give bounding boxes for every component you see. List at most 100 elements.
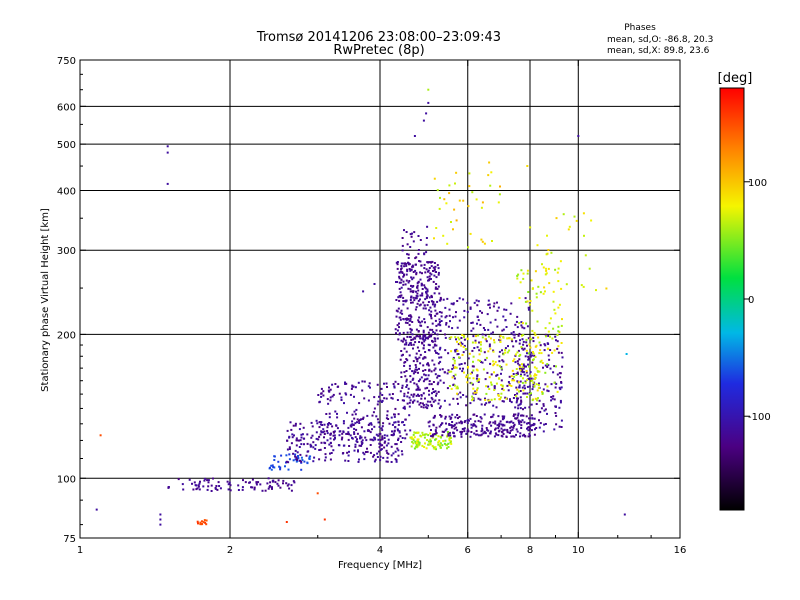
data-point [344, 392, 347, 395]
data-point [517, 407, 520, 410]
data-point [490, 383, 493, 386]
data-point [415, 273, 418, 276]
data-point [505, 326, 508, 328]
data-point [335, 424, 338, 427]
data-point [417, 281, 420, 284]
data-point [390, 434, 393, 436]
data-point [99, 434, 102, 437]
data-point [397, 413, 400, 416]
data-point [416, 346, 419, 349]
data-point [479, 323, 482, 326]
data-point [334, 410, 337, 413]
data-point [310, 436, 313, 439]
data-point [314, 444, 317, 447]
data-point [401, 312, 404, 315]
data-point [296, 458, 299, 461]
data-point [471, 341, 474, 344]
data-point [483, 351, 486, 354]
data-point [469, 232, 472, 235]
data-point [517, 397, 519, 400]
data-point [391, 434, 394, 437]
data-point [461, 428, 464, 430]
data-point [538, 426, 541, 429]
data-point [379, 439, 382, 442]
data-point [406, 268, 409, 271]
data-point [534, 356, 537, 358]
data-point [554, 268, 557, 271]
data-point [513, 333, 516, 336]
data-point [528, 392, 531, 395]
data-point [537, 336, 540, 339]
data-point [300, 461, 303, 464]
data-point [463, 309, 466, 312]
data-point [430, 317, 433, 320]
data-point [434, 390, 437, 393]
data-point [408, 405, 411, 408]
data-point [529, 226, 532, 229]
data-point [538, 352, 541, 355]
data-point [514, 323, 517, 326]
data-point [358, 402, 361, 405]
data-point [322, 390, 325, 393]
data-point [391, 430, 393, 433]
data-point [466, 428, 469, 431]
data-point [516, 388, 519, 391]
data-point [427, 421, 430, 424]
data-point [416, 357, 419, 360]
data-point [547, 354, 550, 357]
data-point [544, 273, 547, 276]
data-point [199, 521, 202, 524]
data-point [323, 430, 326, 433]
data-point [353, 427, 356, 430]
data-point [516, 392, 519, 395]
data-point [524, 387, 526, 390]
data-point [369, 438, 372, 441]
data-point [456, 429, 459, 432]
data-point [440, 311, 443, 314]
data-point [520, 424, 523, 427]
data-point [426, 288, 429, 291]
data-point [477, 381, 480, 383]
data-point [447, 446, 450, 448]
data-point [426, 407, 429, 410]
data-point [419, 298, 421, 301]
data-point [410, 235, 413, 238]
data-point [332, 393, 335, 396]
data-point [288, 448, 291, 450]
data-point [495, 374, 498, 377]
data-point [510, 385, 513, 387]
data-point [514, 394, 516, 396]
data-point [407, 281, 410, 284]
data-point [526, 344, 528, 347]
data-point [503, 415, 506, 418]
data-point [497, 427, 500, 430]
data-point [411, 321, 414, 323]
data-point [552, 395, 555, 398]
data-point [417, 299, 420, 302]
data-point [534, 373, 536, 376]
data-point [434, 303, 437, 306]
data-point [533, 354, 536, 357]
data-point [403, 229, 405, 232]
data-point [498, 422, 501, 425]
data-point [557, 325, 560, 328]
data-point [342, 422, 345, 425]
data-point [478, 341, 481, 344]
data-point [423, 340, 426, 343]
data-point [528, 434, 531, 437]
data-point [525, 341, 528, 344]
data-point [323, 436, 325, 439]
data-point [446, 435, 449, 438]
data-point [286, 484, 289, 487]
data-point [196, 487, 199, 490]
data-point [361, 439, 364, 442]
data-point [533, 384, 536, 387]
data-point [324, 453, 327, 456]
data-point [511, 340, 514, 343]
data-point [381, 438, 384, 441]
data-point [526, 422, 528, 425]
data-point [249, 481, 251, 484]
data-point [382, 422, 385, 425]
data-point [545, 269, 548, 272]
data-point [476, 304, 479, 307]
